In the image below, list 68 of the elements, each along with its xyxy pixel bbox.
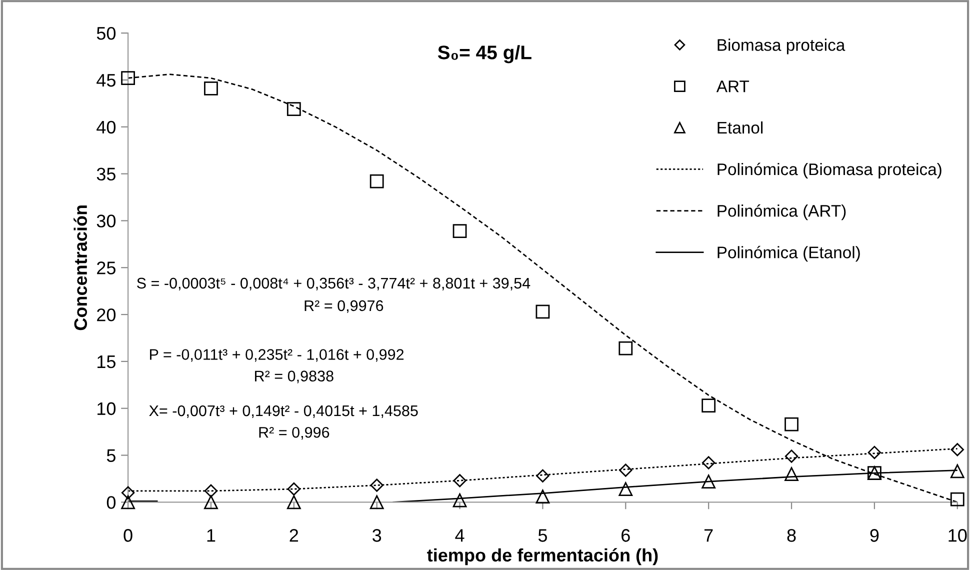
point [536, 304, 550, 319]
y-tick-label: 30 [96, 214, 116, 228]
text: S₀= 45 g/L [438, 45, 532, 64]
point [536, 469, 550, 482]
legend-label: Etanol [718, 121, 763, 134]
x-tick-label: 4 [455, 529, 464, 542]
point [702, 474, 716, 488]
y-tick-label: 45 [96, 74, 116, 87]
y-tick-label: 50 [96, 26, 116, 40]
y-tick-label: 5 [106, 449, 116, 462]
legend-label: ART [716, 80, 750, 92]
x-tick-label: 10 [948, 529, 967, 542]
point [370, 495, 384, 510]
point [702, 456, 716, 470]
point [784, 467, 798, 481]
annotation: R² = 0,996 [259, 426, 330, 440]
point [702, 398, 716, 412]
point [453, 474, 466, 488]
legend-label: Polinómica (Biomasa proteica) [718, 162, 942, 179]
point [619, 464, 632, 477]
y-tick-label: 35 [96, 168, 116, 181]
point [618, 482, 633, 496]
point [204, 495, 218, 510]
legend-label: Polinómica (ART) [718, 204, 846, 220]
point [286, 102, 301, 116]
point [204, 484, 218, 498]
point [784, 450, 798, 463]
x-tick-label: 8 [787, 529, 796, 542]
legend-label: Polinómica (Etanol) [718, 246, 860, 262]
y-tick-label: 0 [106, 496, 116, 509]
annotation: X= -0,007t³ + 0,149t² - 0,4015t + 1,4585 [149, 405, 418, 418]
y-axis-title: Concentración [74, 206, 88, 330]
annotation: R² = 0,9976 [304, 300, 384, 313]
y-tick-label: 20 [97, 308, 116, 322]
annotation: S = -0,0003t⁵ - 0,008t⁴ + 0,356t³ - 3,774t² + 8,801t + 39,54 [137, 278, 530, 290]
point [536, 490, 550, 504]
point [784, 417, 798, 432]
x-tick-label: 0 [124, 529, 132, 542]
point [950, 443, 964, 456]
y-tick-label: 40 [96, 120, 116, 134]
point [287, 482, 300, 496]
point [950, 464, 964, 478]
point [121, 71, 135, 86]
annotation: P = -0,011t³ + 0,235t² - 1,016t + 0,992 [150, 349, 404, 362]
y-tick-label: 15 [98, 356, 116, 368]
x-tick-label: 3 [372, 529, 382, 542]
point [452, 224, 467, 238]
point [452, 493, 467, 508]
point [370, 174, 384, 188]
y-tick-label: 10 [98, 402, 116, 416]
y-tick-label: 25 [97, 262, 116, 274]
x-tick-label: 9 [870, 529, 879, 542]
x-tick-label: 6 [622, 529, 630, 542]
x-tick-label: 7 [704, 529, 713, 542]
x-tick-label: 5 [538, 529, 547, 542]
point [121, 486, 135, 500]
legend-label: Biomasa proteica [718, 38, 846, 54]
x-tick-label: 2 [290, 529, 298, 542]
point [868, 446, 882, 460]
point [121, 495, 135, 510]
point [950, 492, 964, 506]
annotation: R² = 0,9838 [255, 370, 334, 384]
x-tick-label: 1 [207, 529, 216, 542]
point [204, 81, 218, 96]
x-axis-title: tiempo de fermentación (h) [427, 548, 658, 566]
point [370, 478, 384, 492]
point [618, 341, 633, 356]
point [286, 495, 301, 510]
